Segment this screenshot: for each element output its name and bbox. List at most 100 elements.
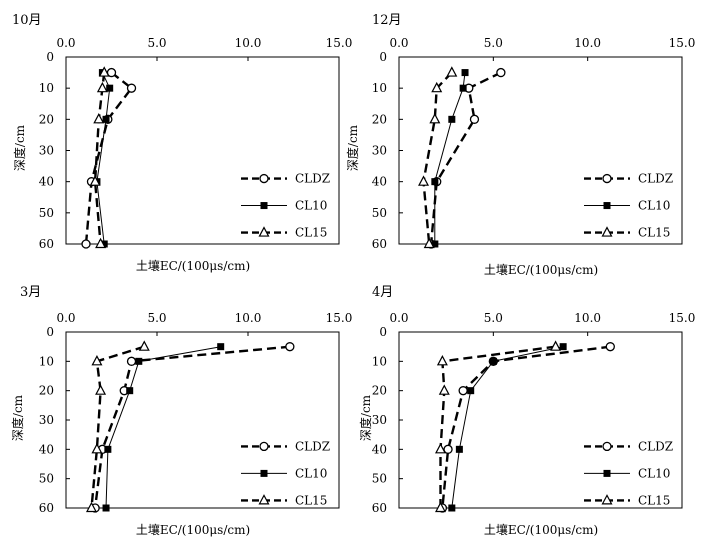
legend-marker <box>258 494 270 505</box>
data-point-cldz <box>126 83 137 93</box>
series-line-cl10 <box>451 346 564 509</box>
y-tick-label: 0 <box>46 325 54 339</box>
legend-item-cl15: CL15 <box>584 493 670 507</box>
data-point-cl15 <box>96 81 108 93</box>
series-line-cldz <box>93 345 291 509</box>
y-axis-title: 深度/cm <box>345 124 360 171</box>
x-tick-label: 10.0 <box>235 36 262 50</box>
y-tick-label: 30 <box>372 413 387 427</box>
y-axis-title: 深度/cm <box>12 124 27 171</box>
legend-label: CLDZ <box>638 439 673 453</box>
panel-3: 3月 0.0 5.0 10.0 15.0 0 10 20 30 40 50 60 土壤EC/(100μs… <box>10 285 352 537</box>
y-tick-label: 40 <box>39 442 54 456</box>
data-point-cl10 <box>459 84 467 92</box>
panel-4: 4月 0.0 5.0 10.0 15.0 0 10 20 30 40 50 60 土壤EC/(100μs… <box>358 285 695 537</box>
data-point-cl10 <box>559 343 567 351</box>
legend-item-cl15: CL15 <box>241 493 327 507</box>
legend-item-cl10: CL10 <box>241 466 327 480</box>
legend-marker <box>601 494 613 505</box>
data-point-cl10 <box>489 357 497 365</box>
x-tick-label: 10.0 <box>574 36 601 50</box>
data-point-cldz <box>469 114 480 124</box>
data-point-cl15 <box>446 66 458 77</box>
data-point-cl15 <box>138 340 150 351</box>
legend-item-cl10: CL10 <box>584 199 670 213</box>
data-point-cl10 <box>448 115 456 123</box>
legend-label: CL15 <box>295 493 327 507</box>
y-tick-label: 50 <box>39 206 54 220</box>
data-point-cl15 <box>423 237 435 249</box>
data-point-cldz <box>605 342 615 352</box>
data-point-cl15 <box>89 175 101 186</box>
y-tick-label: 30 <box>372 144 387 158</box>
legend-item-cldz: CLDZ <box>584 439 673 453</box>
x-axis-title: 土壤EC/(100μs/cm) <box>484 262 598 277</box>
y-tick-label: 20 <box>39 112 54 126</box>
series-line-cl15 <box>90 345 145 509</box>
panel-title: 4月 <box>372 285 393 300</box>
y-tick-label: 40 <box>372 442 387 456</box>
y-axis-title: 深度/cm <box>358 394 373 441</box>
series-line-cl15 <box>439 345 556 508</box>
plot-frame <box>398 56 683 245</box>
x-tick-label: 0.0 <box>389 311 408 325</box>
data-point-cldz <box>285 342 295 352</box>
data-point-cl10 <box>217 343 225 351</box>
x-tick-label: 5.0 <box>484 311 503 325</box>
data-point-cl10 <box>100 240 108 248</box>
data-point-cl10 <box>431 240 439 248</box>
panel-title: 12月 <box>372 13 402 28</box>
data-point-cl15 <box>435 443 447 454</box>
y-tick-label: 10 <box>372 354 387 368</box>
legend-marker <box>602 173 612 184</box>
legend-label: CL10 <box>638 199 670 213</box>
y-axis-title: 深度/cm <box>10 394 25 441</box>
data-point-cl15 <box>418 175 430 186</box>
data-point-cl10 <box>106 84 114 92</box>
data-point-cl10 <box>126 387 134 395</box>
y-tick-label: 60 <box>372 501 387 515</box>
legend-label: CLDZ <box>295 172 330 186</box>
legend-item-cl10: CL10 <box>584 466 670 480</box>
series-line-cl15 <box>93 72 106 245</box>
data-point-cldz <box>443 444 453 454</box>
y-tick-label: 10 <box>372 81 387 95</box>
x-tick-label: 0.0 <box>56 311 75 325</box>
x-tick-label: 5.0 <box>147 36 166 50</box>
legend-marker <box>260 469 268 477</box>
y-tick-label: 20 <box>372 112 387 126</box>
x-tick-label: 0.0 <box>56 36 75 50</box>
x-axis-title: 土壤EC/(100μs/cm) <box>136 522 250 537</box>
x-axis-title: 土壤EC/(100μs/cm) <box>484 522 598 537</box>
legend-marker <box>602 441 612 452</box>
data-point-cl10 <box>104 445 112 453</box>
x-tick-label: 15.0 <box>669 36 696 50</box>
legend-label: CLDZ <box>295 439 330 453</box>
data-point-cl10 <box>102 504 110 512</box>
legend-marker <box>259 173 269 184</box>
y-tick-label: 50 <box>372 206 387 220</box>
y-tick-label: 60 <box>39 237 54 251</box>
data-point-cl15 <box>91 355 103 366</box>
y-tick-label: 40 <box>372 175 387 189</box>
x-tick-label: 15.0 <box>326 36 353 50</box>
y-tick-label: 40 <box>39 175 54 189</box>
data-point-cl15 <box>436 355 448 366</box>
y-tick-label: 60 <box>372 237 387 251</box>
y-tick-label: 0 <box>379 50 387 64</box>
data-point-cl15 <box>93 113 105 124</box>
legend-label: CL10 <box>295 466 327 480</box>
y-tick-label: 20 <box>39 384 54 398</box>
legend-marker <box>258 226 270 237</box>
y-tick-label: 10 <box>39 354 54 368</box>
y-tick-label: 10 <box>39 81 54 95</box>
x-tick-label: 0.0 <box>389 36 408 50</box>
legend-marker <box>601 226 613 237</box>
x-tick-label: 5.0 <box>147 311 166 325</box>
x-tick-label: 5.0 <box>484 36 503 50</box>
series-line-cl15 <box>422 71 453 245</box>
legend-marker <box>259 441 269 452</box>
legend-marker <box>603 202 611 210</box>
legend-label: CL10 <box>295 199 327 213</box>
